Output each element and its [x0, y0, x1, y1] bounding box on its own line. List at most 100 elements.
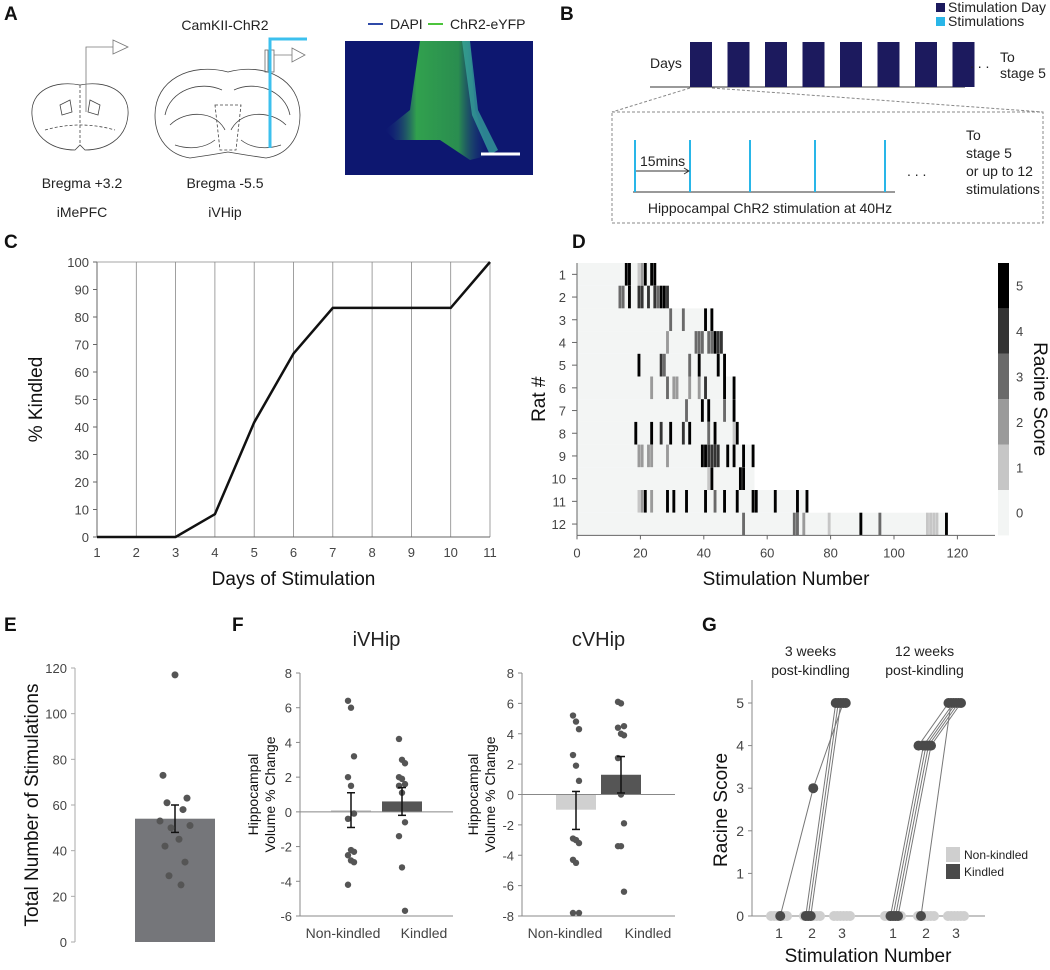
y-axis-label-line2: Volume % Change [482, 736, 498, 852]
heatmap-cell [666, 331, 669, 354]
colorbar-tick-label: 5 [1016, 279, 1023, 294]
y-tick-label: 0 [82, 530, 89, 545]
heatmap-cell [713, 444, 717, 468]
heatmap-cell [723, 376, 726, 400]
y-axis-label: Rat # [529, 376, 550, 422]
data-point [569, 712, 577, 719]
heatmap-cell [700, 444, 704, 468]
data-point [159, 771, 167, 779]
section-1-region: iMePFC [57, 204, 108, 220]
heatmap-cell [650, 444, 654, 468]
heatmap-cell [653, 285, 657, 309]
heatmap-cell [628, 285, 631, 309]
x-tick-label: Non-kindled [306, 925, 381, 941]
to-stage-bottom-line1: To [966, 127, 981, 143]
heatmap-cell [704, 444, 707, 468]
stimulation-day-block [877, 42, 900, 87]
nonkindled-point [929, 911, 939, 921]
data-point [350, 753, 358, 760]
stimulation-day-block [840, 42, 862, 87]
heatmap-cell [751, 444, 755, 468]
heatmap-cell [650, 263, 654, 286]
panel-label-a: A [4, 4, 18, 25]
data-point [401, 819, 409, 826]
x-axis-label: Days of Stimulation [212, 569, 376, 590]
heatmap-cell [685, 399, 688, 422]
data-point [620, 722, 628, 730]
data-point [156, 817, 164, 825]
section-2-bregma: Bregma -5.5 [186, 175, 263, 191]
brain-section-hippocampus-diagram [154, 47, 306, 159]
group-title-line1: 12 weeks [895, 643, 954, 659]
days-label: Days [650, 55, 682, 71]
x-tick-label: 5 [251, 545, 258, 560]
heatmap-cell [672, 376, 676, 400]
y-tick-label: 2 [507, 757, 514, 772]
y-tick-label: 0 [285, 805, 292, 820]
data-point [395, 735, 403, 743]
x-tick-label: 1 [775, 925, 783, 941]
panel-a: CamKII-ChR2 Bregma +3.2 iMePFC Bregma -5… [31, 16, 533, 220]
heatmap-cell [735, 490, 739, 513]
zoom-line-right [711, 87, 1044, 113]
heatmap-cell-background [577, 376, 736, 400]
protocol-detail-box [611, 111, 1044, 224]
ellipsis-top: . . . [970, 55, 989, 71]
heatmap-cell [710, 467, 714, 490]
y-tick-label: -6 [502, 879, 514, 894]
y-tick-label: -6 [280, 909, 292, 924]
colorbar-label: Racine Score [1029, 342, 1050, 456]
kindled-rat-line [918, 702, 949, 746]
heatmap-cell [742, 512, 746, 536]
heatmap-cell [628, 263, 631, 286]
kindled-rat-line [810, 702, 842, 917]
heatmap-cell [716, 353, 720, 377]
x-tick-label: Kindled [625, 925, 672, 941]
stimulation-day-legend-swatch [936, 3, 945, 12]
row-label: 7 [559, 404, 566, 419]
kindled-point [840, 698, 851, 708]
construct-label: CamKII-ChR2 [181, 17, 268, 33]
heatmap-row-rat-9 [577, 444, 755, 468]
row-label: 8 [559, 426, 566, 441]
data-point [167, 824, 175, 832]
kindled-line [97, 261, 491, 539]
colorbar-tick-label: 3 [1016, 370, 1023, 385]
heatmap-cell-background [577, 512, 948, 536]
to-stage-bottom-line3: or up to 12 [966, 163, 1033, 179]
data-point [572, 718, 580, 725]
heatmap-cell [643, 263, 647, 286]
group-title-line2: post-kindling [771, 662, 850, 678]
data-point [575, 909, 583, 917]
heatmap-cell [637, 490, 641, 513]
data-point [344, 881, 352, 888]
row-label: 4 [559, 335, 566, 350]
y-tick-label: 2 [736, 823, 744, 839]
kindled-rat-line [805, 702, 837, 917]
row-label: 6 [559, 381, 566, 396]
y-tick-label: -8 [502, 909, 514, 924]
interval-label: 15mins [640, 153, 685, 169]
kindled-point [926, 740, 936, 751]
x-tick-label: 8 [368, 545, 375, 560]
heatmap-cell [618, 285, 622, 309]
data-point [572, 859, 580, 867]
data-point [617, 700, 625, 707]
y-tick-label: 4 [507, 727, 514, 742]
stimulation-day-legend-label: Stimulation Day [948, 0, 1046, 15]
heatmap-cell [878, 512, 882, 536]
y-tick-label: 2 [285, 770, 292, 785]
eyfp-legend-label: ChR2-eYFP [450, 16, 525, 32]
heatmap-row-rat-12 [577, 512, 948, 536]
data-point [175, 835, 183, 843]
x-tick-label: 3 [172, 545, 179, 560]
heatmap-cell [713, 331, 717, 354]
y-tick-label: 20 [53, 889, 67, 904]
heatmap-cell [723, 353, 726, 377]
ellipsis-bottom: . . . [907, 163, 926, 179]
row-label: 3 [559, 313, 566, 328]
optic-fiber-line [268, 37, 307, 148]
heatmap-cell-background [577, 467, 755, 490]
heatmap-cell [640, 490, 644, 513]
